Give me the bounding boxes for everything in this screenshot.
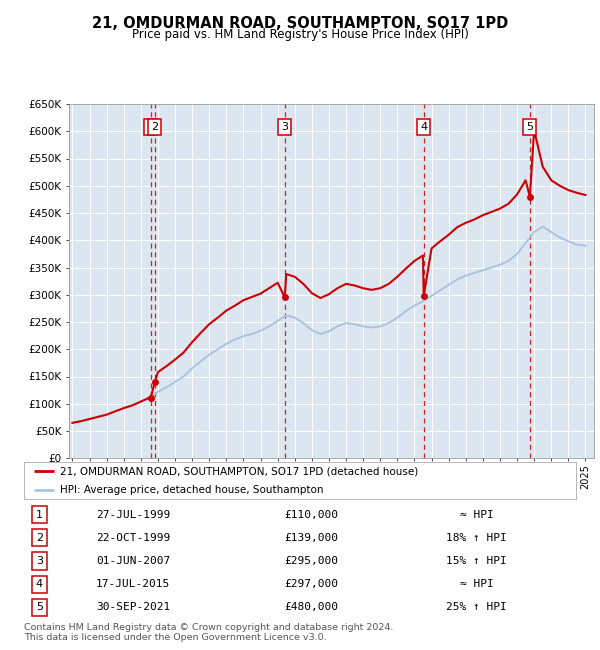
Text: Contains HM Land Registry data © Crown copyright and database right 2024.
This d: Contains HM Land Registry data © Crown c… bbox=[24, 623, 394, 642]
Text: 3: 3 bbox=[36, 556, 43, 566]
Text: 1: 1 bbox=[147, 122, 154, 132]
Text: 01-JUN-2007: 01-JUN-2007 bbox=[96, 556, 170, 566]
Text: 25% ↑ HPI: 25% ↑ HPI bbox=[446, 603, 507, 612]
Text: Price paid vs. HM Land Registry's House Price Index (HPI): Price paid vs. HM Land Registry's House … bbox=[131, 28, 469, 41]
Text: 5: 5 bbox=[36, 603, 43, 612]
Text: £480,000: £480,000 bbox=[284, 603, 338, 612]
Text: 2: 2 bbox=[36, 533, 43, 543]
Text: 18% ↑ HPI: 18% ↑ HPI bbox=[446, 533, 507, 543]
Text: 2: 2 bbox=[151, 122, 158, 132]
Text: £295,000: £295,000 bbox=[284, 556, 338, 566]
Text: ≈ HPI: ≈ HPI bbox=[460, 579, 494, 589]
Text: 1: 1 bbox=[36, 510, 43, 519]
Text: 5: 5 bbox=[526, 122, 533, 132]
Text: 30-SEP-2021: 30-SEP-2021 bbox=[96, 603, 170, 612]
Text: £297,000: £297,000 bbox=[284, 579, 338, 589]
Text: ≈ HPI: ≈ HPI bbox=[460, 510, 494, 519]
Text: 21, OMDURMAN ROAD, SOUTHAMPTON, SO17 1PD (detached house): 21, OMDURMAN ROAD, SOUTHAMPTON, SO17 1PD… bbox=[60, 467, 418, 476]
Text: 4: 4 bbox=[420, 122, 427, 132]
Text: HPI: Average price, detached house, Southampton: HPI: Average price, detached house, Sout… bbox=[60, 485, 323, 495]
Text: 3: 3 bbox=[281, 122, 289, 132]
Text: 22-OCT-1999: 22-OCT-1999 bbox=[96, 533, 170, 543]
Text: 21, OMDURMAN ROAD, SOUTHAMPTON, SO17 1PD: 21, OMDURMAN ROAD, SOUTHAMPTON, SO17 1PD bbox=[92, 16, 508, 31]
Text: £110,000: £110,000 bbox=[284, 510, 338, 519]
Text: £139,000: £139,000 bbox=[284, 533, 338, 543]
Text: 27-JUL-1999: 27-JUL-1999 bbox=[96, 510, 170, 519]
Text: 17-JUL-2015: 17-JUL-2015 bbox=[96, 579, 170, 589]
Text: 4: 4 bbox=[36, 579, 43, 589]
Text: 15% ↑ HPI: 15% ↑ HPI bbox=[446, 556, 507, 566]
